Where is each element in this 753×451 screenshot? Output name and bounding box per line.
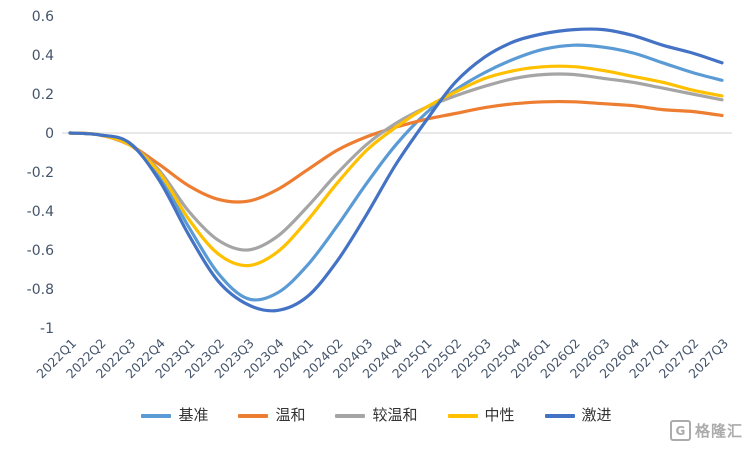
legend-swatch-icon [335, 413, 366, 418]
y-axis-tick-label: -0.8 [27, 282, 54, 298]
line-chart: 0.60.40.20-0.2-0.4-0.6-0.8-12022Q12022Q2… [27, 9, 732, 381]
legend-item-0: 基准 [141, 408, 208, 423]
legend-swatch-icon [447, 413, 478, 418]
gelonghui-logo-text: 格隆汇 [694, 422, 743, 440]
legend-label: 激进 [581, 406, 612, 424]
legend-swatch-icon [141, 413, 172, 418]
series-line-0 [68, 43, 724, 302]
chart-legend: 基准 温和 较温和 中性 激进 [0, 408, 753, 423]
legend-item-3: 中性 [447, 406, 515, 424]
series-line-2 [68, 72, 724, 252]
gelonghui-watermark: G 格隆汇 [669, 420, 743, 441]
legend-item-4: 激进 [544, 406, 612, 424]
legend-item-1: 温和 [238, 408, 305, 423]
y-axis-tick-label: 0.2 [32, 87, 54, 103]
legend-label: 基准 [178, 406, 209, 424]
y-axis-tick-label: -0.2 [27, 165, 54, 181]
legend-swatch-icon [238, 413, 269, 418]
legend-item-2: 较温和 [335, 406, 418, 424]
series-line-3 [68, 64, 724, 268]
y-axis-tick-label: -0.4 [27, 204, 54, 220]
y-axis-tick-label: 0 [45, 126, 54, 142]
series-line-4 [68, 27, 724, 313]
y-axis-tick-label: 0.4 [32, 48, 54, 64]
y-axis-tick-label: -0.6 [27, 243, 54, 259]
legend-swatch-icon [544, 413, 575, 418]
gelonghui-logo-icon: G [669, 420, 691, 441]
legend-label: 温和 [275, 406, 306, 424]
y-axis-tick-label: 0.6 [32, 9, 54, 25]
legend-label: 中性 [484, 406, 515, 424]
y-axis-tick-label: -1 [40, 321, 54, 337]
legend-label: 较温和 [372, 406, 418, 424]
